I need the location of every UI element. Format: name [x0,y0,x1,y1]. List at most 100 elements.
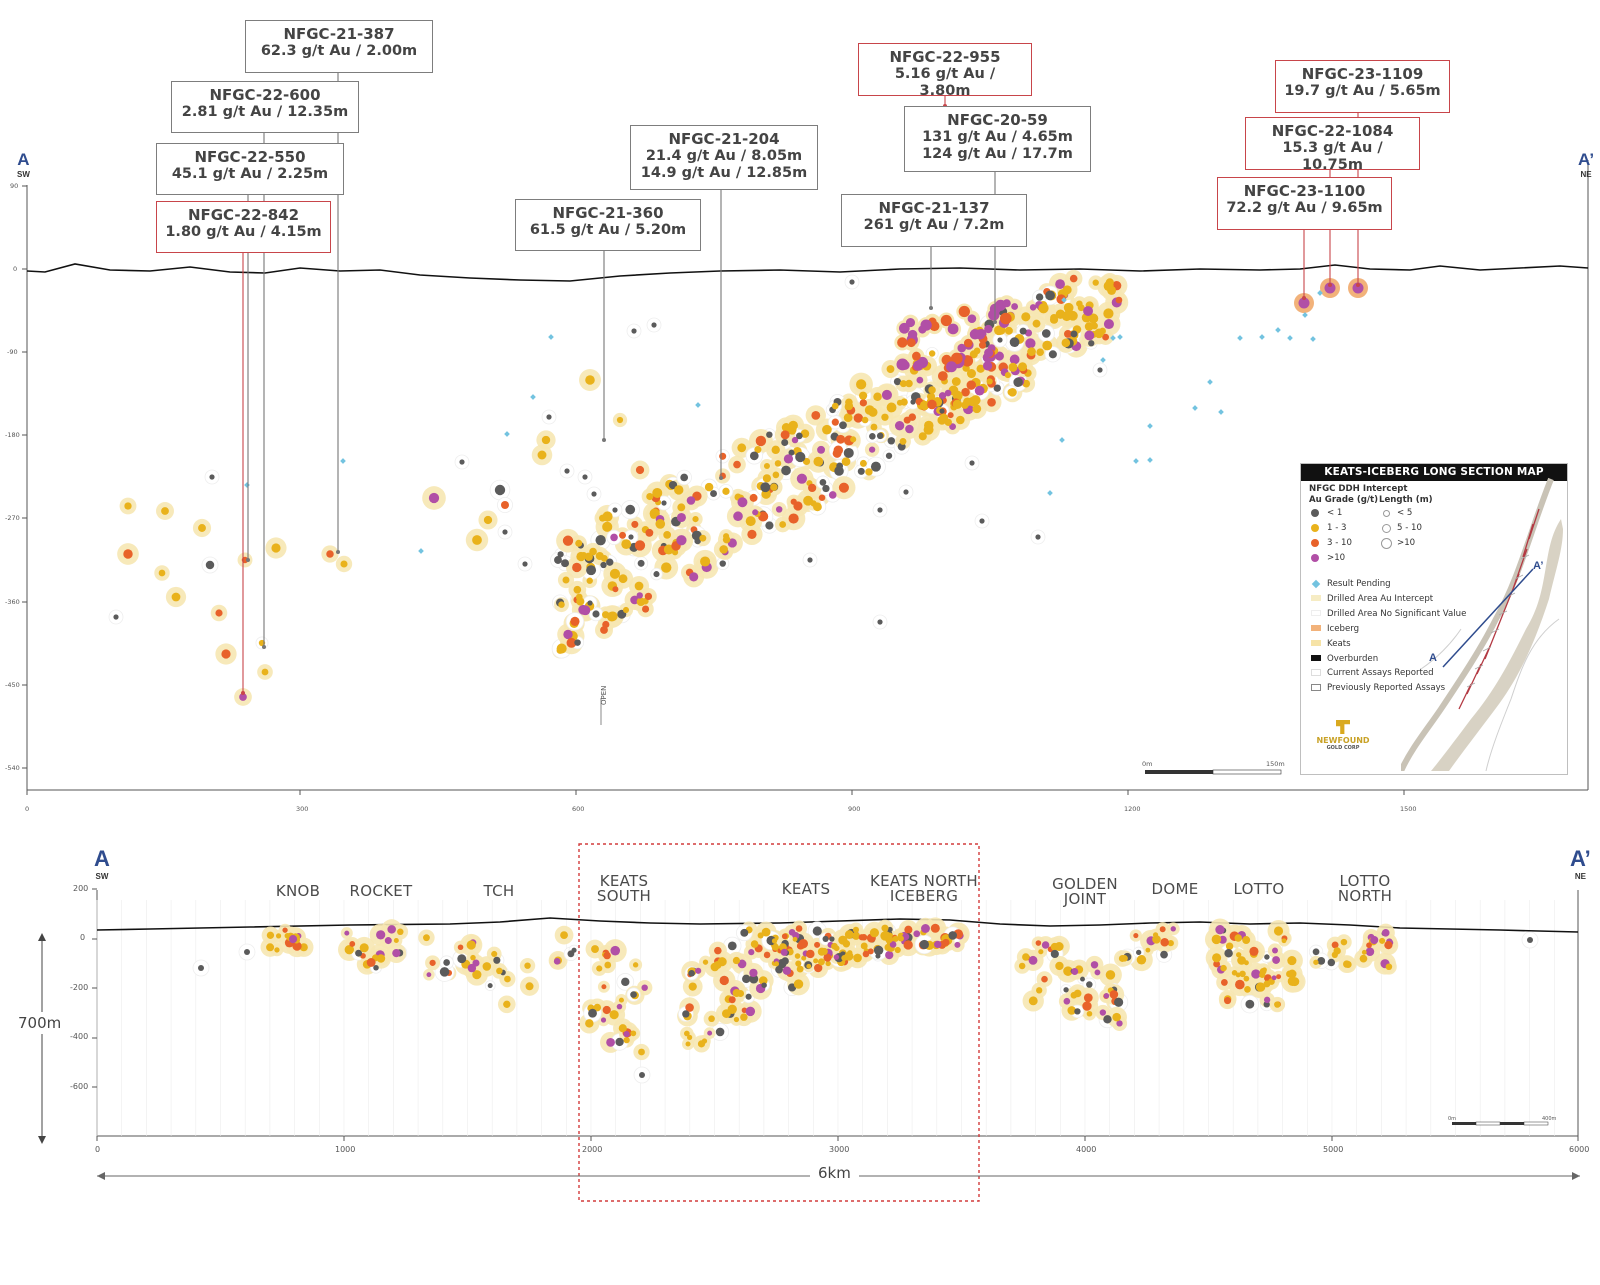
legend-grade-label: >10 [1327,553,1346,563]
intercept-dot [1009,354,1020,365]
intercept-dot [719,452,727,460]
intercept-dot [763,951,771,959]
iceberg-intercept-dot [1324,282,1336,294]
logo-text-line2: GOLD CORP [1326,745,1360,751]
intercept-dot [896,399,903,406]
intercept-dot [905,424,914,434]
intercept-dot [663,544,674,555]
intercept-dot [554,556,562,564]
intercept-dot [1048,350,1057,359]
intercept-dot [749,451,759,461]
intercept-dot [919,939,929,950]
top-section-frame [22,160,1589,795]
result-pending-diamond-icon [1059,437,1065,443]
inset-label-a-prime: A’ [1533,560,1543,572]
intercept-dot [1041,941,1050,949]
intercept-dot [1063,997,1071,1005]
intercept-dot [789,428,796,435]
intercept-dot [781,465,791,476]
intercept-dot [1268,978,1275,985]
result-pending-diamond-icon [1061,297,1067,303]
top-end-label-a: A SW [17,150,30,179]
intercept-dot-low [979,518,985,524]
intercept-dot [282,927,288,933]
bottom-x-tick: 4000 [1076,1145,1097,1154]
intercept-dot [728,996,736,1004]
intercept-dot [903,940,913,950]
intercept-dot [340,560,348,568]
intercept-dot [470,954,476,961]
intercept-dot [171,592,181,602]
intercept-dot-low [612,507,618,513]
intercept-dot [560,931,568,940]
callout-intercept-value: 124 g/t Au / 17.7m [922,146,1073,162]
logo-text-line1: NEWFOUND [1316,736,1370,745]
intercept-dot [1224,997,1232,1005]
bottom-end-dir-ne: NE [1574,872,1586,881]
intercept-dot [1005,326,1013,335]
intercept-dot [1331,951,1338,959]
grade-3-10-swatch [1311,539,1319,547]
intercept-dot [745,516,756,527]
legend-grade-label: 3 - 10 [1327,538,1352,548]
intercept-dot [811,410,821,420]
intercept-dot [870,423,878,431]
zone-label-lotto: LOTTO [1228,882,1290,897]
intercept-dot [393,937,399,944]
intercept-dot [1152,935,1161,944]
top-x-tick: 600 [572,805,585,813]
overburden-swatch [1311,655,1321,661]
inset-stream [1420,628,1462,670]
bottom-intercept-dots [198,923,1533,1078]
intercept-dot [642,605,650,613]
intercept-dot [496,967,503,975]
intercept-dot [562,576,570,584]
result-pending-diamond-icon [1207,379,1213,385]
intercept-dot [644,592,653,601]
intercept-dot [912,351,921,361]
intercept-dot [927,399,937,410]
intercept-dot [373,964,379,971]
bottom-y-tick: 200 [73,884,89,893]
legend-grade-header: Au Grade (g/t) [1309,495,1379,505]
inset-lake [1431,519,1563,771]
intercept-dot [573,585,582,594]
intercept-dot [861,416,869,424]
intercept-dot [833,954,840,960]
intercept-dot [780,430,790,440]
callout-intercept-value: 61.5 g/t Au / 5.20m [529,222,687,238]
intercept-dot [1170,926,1176,932]
intercept-dot [1264,954,1270,960]
intercept-dot [796,473,807,484]
intercept-dot [1050,949,1059,959]
intercept-dot [745,1006,756,1017]
intercept-dot [1008,362,1018,372]
intercept-dot [600,561,607,569]
intercept-dot [676,535,687,546]
open-label: OPEN [600,685,608,705]
intercept-dot [1027,347,1036,356]
legend-item-label: Result Pending [1327,579,1391,589]
intercept-dot [541,435,551,445]
intercept-dot [576,551,586,562]
intercept-dot [355,949,363,957]
intercept-dot [161,507,169,515]
intercept-dot [974,329,986,340]
intercept-dot [692,515,699,523]
intercept-dot [1103,318,1114,330]
intercept-dot [266,943,275,952]
intercept-dot [788,928,796,936]
intercept-dot [758,511,769,522]
intercept-dot [916,356,929,369]
callout-leader-end [1328,283,1332,287]
depth-arrow-down-icon [38,1136,46,1144]
intercept-dot [949,423,956,431]
intercept-dot [1024,329,1033,337]
result-pending-diamond-icon [1147,457,1153,463]
intercept-dot [885,950,894,960]
intercept-dot [974,385,985,396]
intercept-dot [765,521,774,530]
intercept-dot [708,1015,715,1023]
intercept-dot [655,519,666,529]
intercept-dot [557,551,564,558]
